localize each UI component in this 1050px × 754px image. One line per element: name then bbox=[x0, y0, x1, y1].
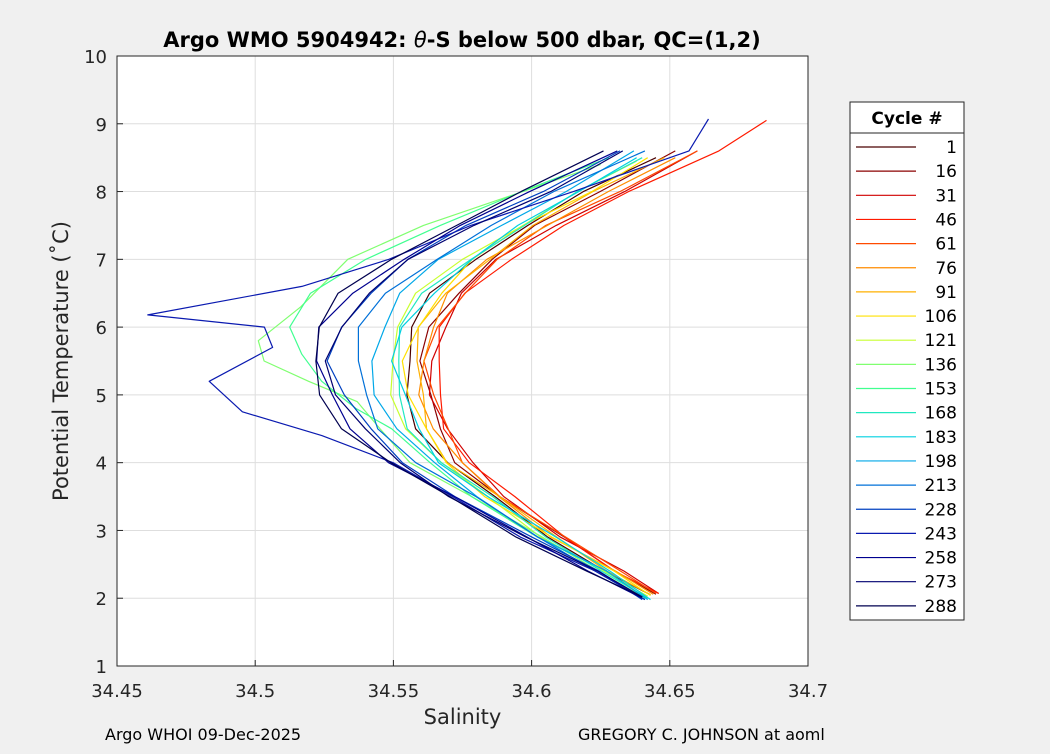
x-tick-label: 34.55 bbox=[368, 681, 420, 702]
legend-label: 1 bbox=[946, 138, 957, 158]
series-line-cycle-168 bbox=[398, 157, 649, 599]
series-line-cycle-46 bbox=[438, 119, 767, 595]
series-line-cycle-288 bbox=[315, 150, 643, 598]
y-tick-label: 6 bbox=[96, 318, 107, 339]
series-line-cycle-213 bbox=[357, 150, 646, 601]
y-tick-label: 4 bbox=[96, 454, 107, 475]
y-tick-label: 10 bbox=[84, 47, 107, 68]
legend: Cycle # 11631466176911061211361531681831… bbox=[849, 101, 965, 621]
legend-label: 183 bbox=[925, 428, 957, 448]
legend-label: 273 bbox=[925, 573, 957, 593]
y-tick-label: 5 bbox=[96, 386, 107, 407]
x-tick-label: 34.65 bbox=[644, 681, 696, 702]
title-prefix: Argo WMO 5904942: bbox=[163, 28, 414, 52]
plot-area bbox=[117, 56, 808, 666]
chart-title: Argo WMO 5904942: θ-S below 500 dbar, QC… bbox=[163, 28, 760, 52]
legend-label: 288 bbox=[925, 597, 957, 617]
y-tick-label: 7 bbox=[96, 250, 107, 271]
x-tick-label: 34.7 bbox=[788, 681, 828, 702]
legend-label: 61 bbox=[935, 235, 957, 255]
legend-label: 153 bbox=[925, 380, 957, 400]
legend-label: 258 bbox=[925, 549, 957, 569]
legend-label: 31 bbox=[935, 186, 957, 206]
series-line-cycle-153 bbox=[289, 157, 646, 599]
y-tick-label: 2 bbox=[96, 589, 107, 610]
legend-label: 243 bbox=[925, 524, 957, 544]
legend-label: 106 bbox=[925, 307, 957, 327]
legend-label: 76 bbox=[935, 259, 957, 279]
title-theta: θ bbox=[414, 28, 427, 52]
series-line-cycle-258 bbox=[316, 150, 643, 599]
series-line-cycle-106 bbox=[401, 157, 651, 596]
x-tick-label: 34.45 bbox=[91, 681, 143, 702]
legend-label: 198 bbox=[925, 452, 957, 472]
legend-label: 91 bbox=[935, 283, 957, 303]
y-tick-label: 8 bbox=[96, 183, 107, 204]
series-line-cycle-1 bbox=[406, 157, 657, 596]
legend-label: 213 bbox=[925, 476, 957, 496]
series-line-cycle-136 bbox=[257, 163, 646, 599]
y-axis-label: Potential Temperature (˚C) bbox=[49, 221, 73, 501]
axis-ticks: 34.45 34.5 34.55 34.6 34.65 34.7 1 2 3 4 5 6 7 8 9 10 bbox=[84, 47, 828, 702]
x-tick-label: 34.5 bbox=[235, 681, 275, 702]
legend-label: 136 bbox=[925, 355, 957, 375]
legend-label: 228 bbox=[925, 500, 957, 520]
legend-label: 46 bbox=[935, 210, 957, 230]
series-group bbox=[147, 118, 767, 601]
plot-frame bbox=[116, 55, 809, 667]
legend-label: 168 bbox=[925, 404, 957, 424]
footer-left: Argo WHOI 09-Dec-2025 bbox=[105, 725, 302, 744]
legend-title: Cycle # bbox=[871, 109, 942, 129]
series-line-cycle-76 bbox=[418, 157, 676, 595]
title-suffix: -S below 500 dbar, QC=(1,2) bbox=[427, 28, 761, 52]
y-tick-label: 1 bbox=[96, 657, 107, 678]
legend-label: 16 bbox=[935, 162, 957, 182]
series-line-cycle-183 bbox=[391, 157, 651, 601]
series-line-cycle-273 bbox=[324, 150, 643, 598]
y-tick-label: 3 bbox=[96, 521, 107, 542]
series-line-cycle-31 bbox=[428, 150, 698, 595]
series-line-cycle-121 bbox=[390, 160, 648, 597]
y-tick-label: 9 bbox=[96, 115, 107, 136]
footer-right: GREGORY C. JOHNSON at aoml bbox=[578, 725, 825, 744]
x-axis-label: Salinity bbox=[424, 705, 502, 729]
legend-items: 1 16 31 46 61 76 91 106 121 136 153 168 183 198 213 228… bbox=[856, 138, 957, 617]
legend-label: 121 bbox=[925, 331, 957, 351]
x-tick-label: 34.6 bbox=[512, 681, 552, 702]
series-line-cycle-91 bbox=[416, 157, 665, 596]
